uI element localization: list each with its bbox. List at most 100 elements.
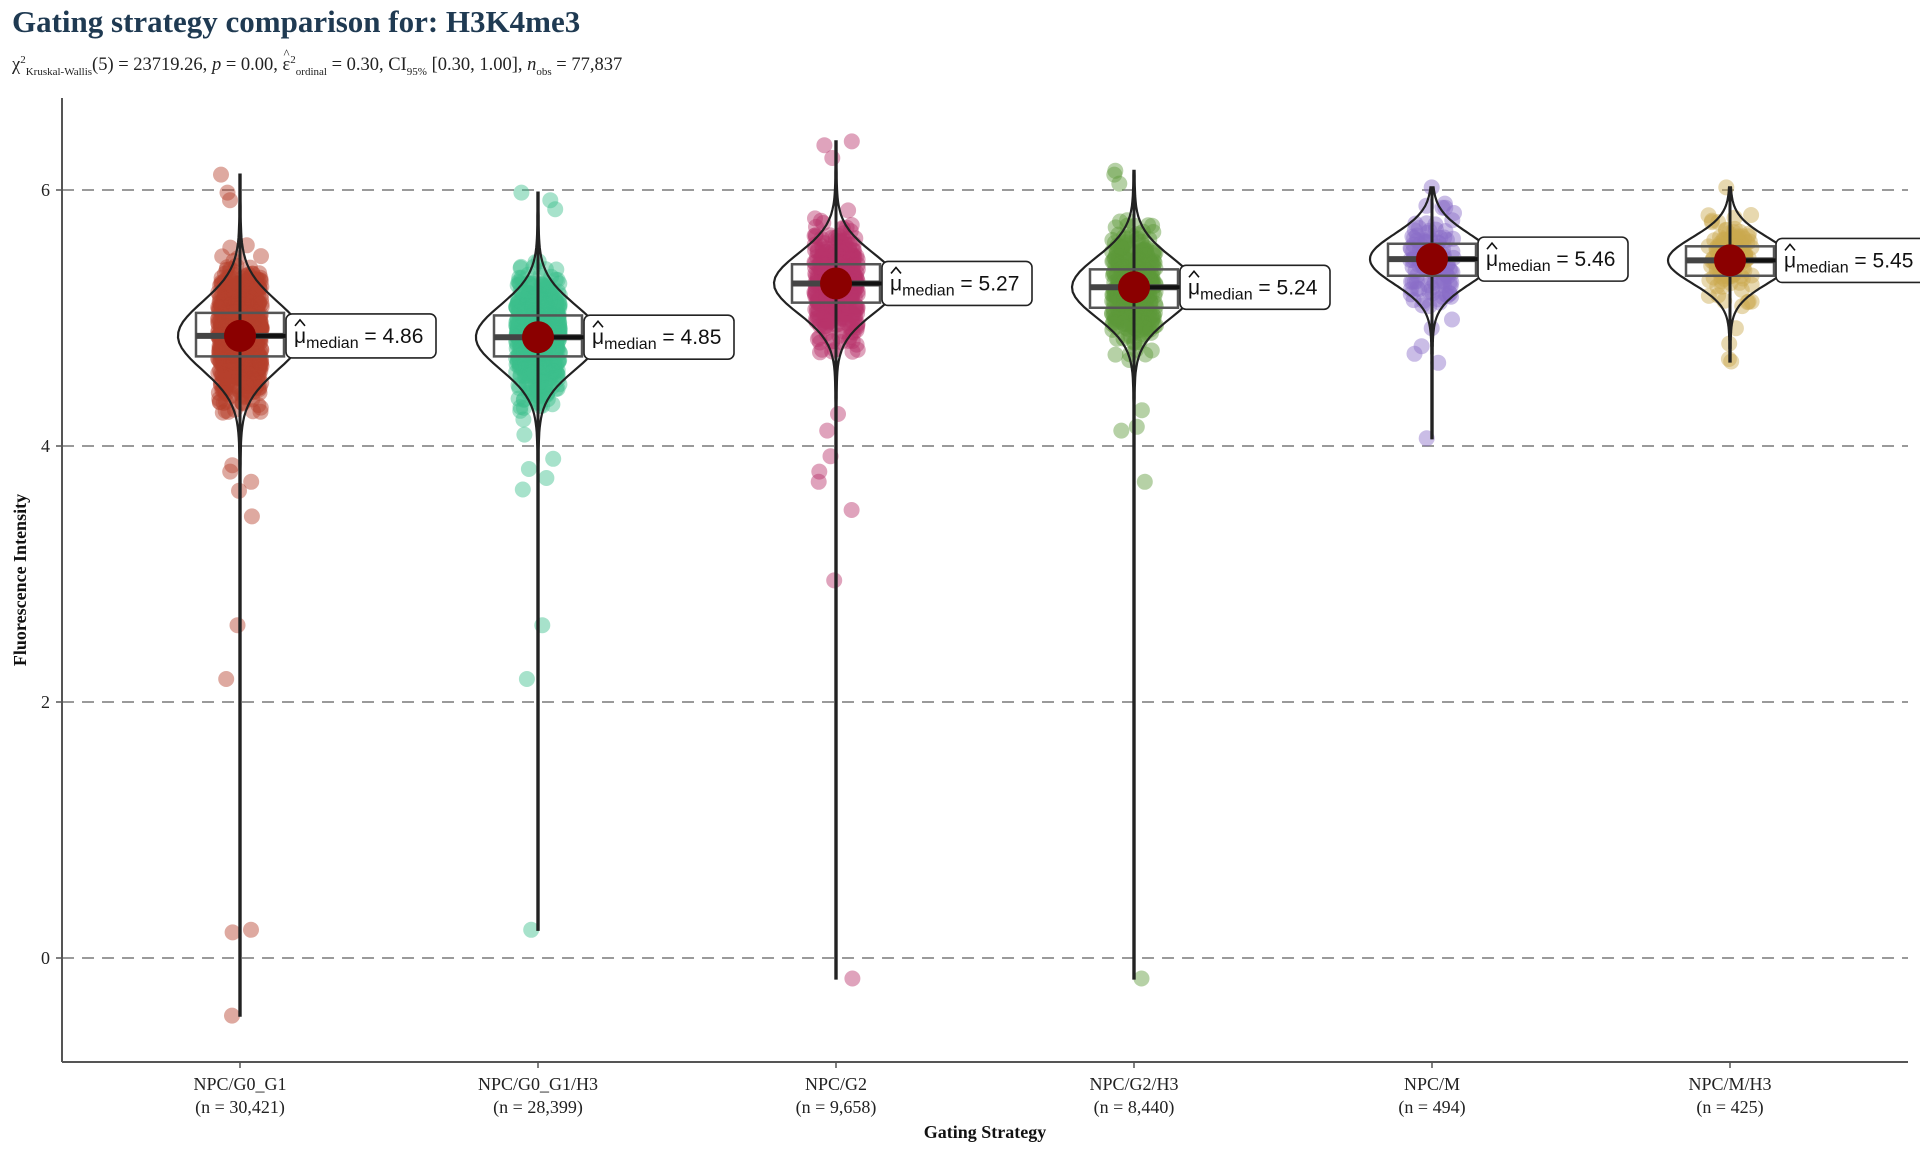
data-point [836, 232, 853, 249]
data-point [517, 367, 534, 384]
data-point [1116, 312, 1133, 329]
data-point [1135, 254, 1152, 271]
outlier-point [229, 617, 246, 634]
stat-symbol: χ [12, 55, 21, 76]
data-point [249, 360, 266, 377]
data-point [806, 284, 823, 301]
data-point [216, 284, 233, 301]
data-point [537, 382, 554, 399]
data-point [245, 383, 262, 400]
data-point [242, 298, 259, 315]
data-point [241, 381, 257, 398]
data-point [210, 299, 227, 316]
data-point [1444, 264, 1461, 281]
data-point [213, 297, 230, 314]
ci-value: [0.30, 1.00], [426, 55, 528, 76]
data-point [221, 292, 238, 309]
data-point [1128, 306, 1144, 323]
median-label-value: = 5.27 [955, 272, 1020, 295]
data-point [510, 294, 527, 311]
outlier-point [547, 201, 564, 218]
data-point [845, 242, 862, 259]
data-point [221, 287, 237, 304]
data-point [512, 260, 529, 276]
data-point [252, 314, 269, 330]
data-point [545, 354, 562, 371]
data-point [246, 306, 263, 323]
outlier-point [514, 481, 531, 498]
data-point [817, 318, 833, 335]
data-point [848, 248, 865, 265]
median-point [522, 321, 554, 354]
data-point [849, 317, 866, 334]
y-tick-label: 4 [41, 436, 50, 456]
data-point [814, 247, 831, 264]
data-point [538, 386, 555, 403]
data-point [548, 365, 565, 382]
data-point [253, 374, 270, 391]
data-point [835, 254, 852, 270]
median-point [224, 319, 256, 352]
data-point [542, 355, 559, 372]
data-point [214, 404, 231, 421]
data-point [217, 402, 234, 419]
data-point [240, 291, 257, 308]
data-point [238, 376, 255, 393]
median-point [1118, 271, 1150, 304]
data-point [252, 399, 269, 416]
data-point [551, 287, 568, 304]
data-point [1104, 253, 1121, 270]
data-point [531, 387, 548, 404]
data-point [536, 300, 552, 317]
data-point [221, 289, 238, 306]
outlier-point [843, 133, 860, 150]
data-point [549, 371, 566, 388]
data-point [813, 248, 830, 265]
data-point [840, 202, 857, 219]
outlier-point [224, 457, 241, 474]
data-point [819, 296, 836, 313]
data-point [240, 378, 257, 395]
data-point [518, 350, 535, 367]
median-label: μmedian = 4.85 [592, 326, 721, 353]
data-point [248, 286, 265, 303]
y-axis-title: Fluorescence Intensity [10, 494, 30, 666]
data-point [212, 318, 229, 335]
x-tick-label: NPC/G0_G1/H3 [478, 1074, 598, 1094]
data-point [543, 367, 559, 384]
data-point [211, 362, 228, 379]
data-point [807, 284, 824, 301]
data-point [508, 299, 525, 316]
data-point [521, 360, 538, 377]
data-point [225, 306, 242, 323]
data-point [217, 289, 234, 306]
data-point [251, 347, 268, 363]
data-point [1114, 259, 1131, 276]
data-point [224, 288, 241, 305]
data-point [1117, 251, 1134, 267]
outlier-point [816, 137, 833, 154]
median-label-sub: median [1796, 259, 1848, 276]
data-point [548, 317, 564, 334]
data-point [241, 358, 258, 375]
data-point [215, 352, 232, 369]
data-point [838, 306, 855, 323]
data-point [538, 365, 555, 382]
outlier-point [222, 192, 238, 209]
data-point [1145, 253, 1162, 270]
data-point [845, 306, 861, 323]
data-point [215, 294, 232, 311]
data-point [247, 355, 264, 372]
data-point [820, 249, 837, 266]
data-point [247, 351, 264, 367]
data-point [238, 293, 255, 309]
stat-df: (5) = 23719.26, [92, 55, 212, 76]
data-point [218, 296, 235, 313]
data-point [541, 291, 558, 308]
data-point [251, 354, 268, 370]
data-point [216, 358, 233, 375]
data-point [1107, 219, 1124, 236]
data-point [538, 386, 555, 403]
data-point [1109, 293, 1126, 310]
data-point [536, 350, 553, 366]
